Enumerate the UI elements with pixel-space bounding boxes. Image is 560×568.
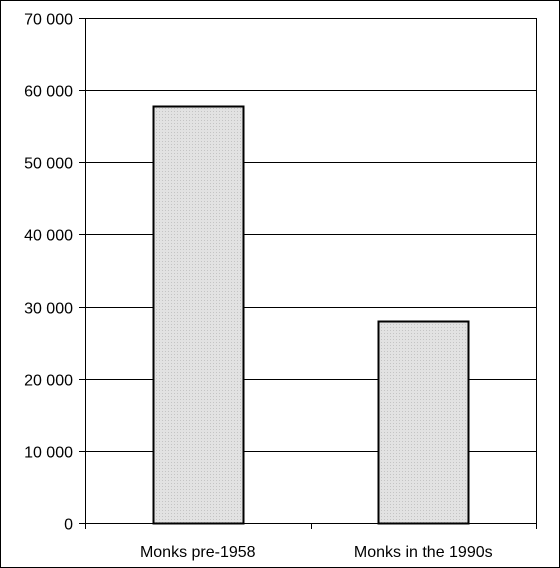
y-tick-label: 60 000 <box>24 84 73 101</box>
x-category-labels: Monks pre-1958 Monks in the 1990s <box>140 544 493 561</box>
x-category-label: Monks in the 1990s <box>354 544 493 561</box>
y-tick-labels: 0 10 000 20 000 30 000 40 000 50 000 60 000 70 … <box>24 12 73 534</box>
y-tick-label: 20 000 <box>24 373 73 390</box>
x-category-label: Monks pre-1958 <box>140 544 256 561</box>
y-tick-label: 40 000 <box>24 228 73 245</box>
y-tick-label: 70 000 <box>24 12 73 29</box>
bars <box>152 105 470 525</box>
y-tick-label: 50 000 <box>24 156 73 173</box>
y-tick-label: 30 000 <box>24 301 73 318</box>
axes <box>79 18 537 529</box>
y-tick-label: 0 <box>64 517 73 534</box>
y-tick-label: 10 000 <box>24 445 73 462</box>
bar-2 <box>377 320 470 525</box>
bar-1 <box>152 105 245 525</box>
